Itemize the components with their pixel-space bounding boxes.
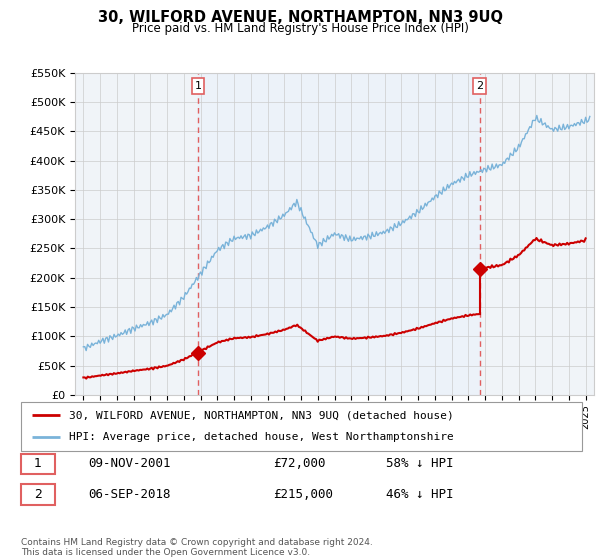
FancyBboxPatch shape (21, 484, 55, 505)
Text: 09-NOV-2001: 09-NOV-2001 (88, 458, 171, 470)
FancyBboxPatch shape (21, 402, 582, 451)
Bar (198, 73, 479, 395)
Text: Price paid vs. HM Land Registry's House Price Index (HPI): Price paid vs. HM Land Registry's House … (131, 22, 469, 35)
Text: 1: 1 (34, 458, 42, 470)
Text: 2: 2 (476, 81, 483, 91)
Text: 46% ↓ HPI: 46% ↓ HPI (386, 488, 453, 501)
Text: 30, WILFORD AVENUE, NORTHAMPTON, NN3 9UQ (detached house): 30, WILFORD AVENUE, NORTHAMPTON, NN3 9UQ… (68, 410, 454, 421)
Text: 2: 2 (34, 488, 42, 501)
Text: Contains HM Land Registry data © Crown copyright and database right 2024.
This d: Contains HM Land Registry data © Crown c… (21, 538, 373, 557)
FancyBboxPatch shape (21, 454, 55, 474)
Text: 30, WILFORD AVENUE, NORTHAMPTON, NN3 9UQ: 30, WILFORD AVENUE, NORTHAMPTON, NN3 9UQ (97, 10, 503, 25)
Text: 06-SEP-2018: 06-SEP-2018 (88, 488, 171, 501)
Text: HPI: Average price, detached house, West Northamptonshire: HPI: Average price, detached house, West… (68, 432, 454, 442)
Text: £215,000: £215,000 (274, 488, 334, 501)
Text: £72,000: £72,000 (274, 458, 326, 470)
Text: 58% ↓ HPI: 58% ↓ HPI (386, 458, 453, 470)
Text: 1: 1 (195, 81, 202, 91)
